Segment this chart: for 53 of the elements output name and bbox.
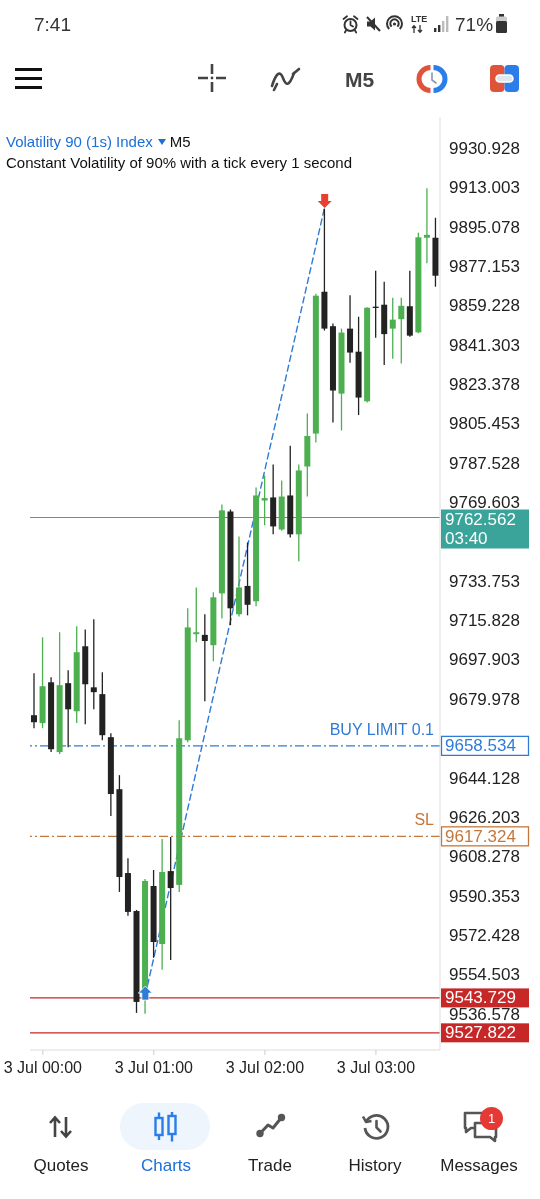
y-tick-label: 9572.428 [449, 925, 520, 945]
candlestick [398, 297, 405, 365]
y-tick-label: 9644.128 [449, 768, 520, 788]
y-tick-label: 9877.153 [449, 256, 520, 276]
y-tick-label: 9841.303 [449, 335, 520, 355]
y-tick-label: 9679.978 [449, 689, 520, 709]
text: Trade [248, 1156, 292, 1175]
annotation: BUY LIMIT 0.1 [329, 720, 435, 738]
text: 03:40 [445, 529, 488, 549]
candlestick [423, 187, 430, 264]
notification-badge: 1 [480, 1107, 503, 1130]
candlestick [31, 672, 37, 729]
y-tick-label: 9913.003 [449, 178, 520, 198]
candlestick [261, 474, 268, 526]
y-tick-label: 9895.078 [449, 217, 520, 237]
candlestick [193, 586, 200, 643]
y-tick-label: 9859.228 [449, 296, 520, 316]
text: Charts [140, 1156, 192, 1175]
candlestick [90, 618, 97, 710]
y-tick-label: 9554.503 [449, 965, 520, 985]
text: 71% [455, 14, 494, 35]
annotation: SL [414, 811, 435, 829]
candlestick [167, 836, 174, 961]
y-tick-label: 9697.903 [449, 650, 520, 670]
candlestick [389, 297, 396, 360]
y-tick-label: 9608.278 [449, 847, 520, 867]
text: History [348, 1156, 402, 1175]
y-tick-label: 9590.353 [449, 886, 520, 906]
ref-line-label: 9658.534 [445, 736, 516, 756]
y-tick-label: 9787.528 [449, 453, 520, 473]
candlestick [347, 294, 354, 364]
y-tick-label: 9930.928 [449, 138, 520, 158]
candlestick [244, 541, 251, 616]
text: Messages [440, 1156, 518, 1175]
text: Volatility 90 (1s) Index [6, 133, 153, 150]
ref-line-label: 9617.324 [445, 826, 516, 846]
text: 7:41 [34, 14, 71, 35]
candlestick [201, 613, 208, 702]
y-tick-label: 9823.378 [449, 375, 520, 395]
y-tick-label: 9733.753 [449, 571, 520, 591]
text: LTE [411, 14, 428, 24]
y-tick-label: 9626.203 [449, 807, 520, 827]
x-tick-label: 3 Jul 02:00 [225, 1058, 305, 1076]
annotation: M5 [169, 133, 191, 150]
x-tick-label: 3 Jul 01:00 [114, 1058, 194, 1076]
ref-line-label: 9527.822 [445, 1023, 516, 1043]
y-tick-label: 9715.828 [449, 611, 520, 631]
y-tick-label: 9805.453 [449, 414, 520, 434]
x-tick-label: 3 Jul 00:00 [3, 1058, 83, 1076]
text: Quotes [33, 1156, 89, 1175]
text: M5 [345, 68, 375, 91]
x-tick-label: 3 Jul 03:00 [336, 1058, 416, 1076]
text: Constant Volatility of 90% with a tick every 1 second [6, 154, 353, 171]
